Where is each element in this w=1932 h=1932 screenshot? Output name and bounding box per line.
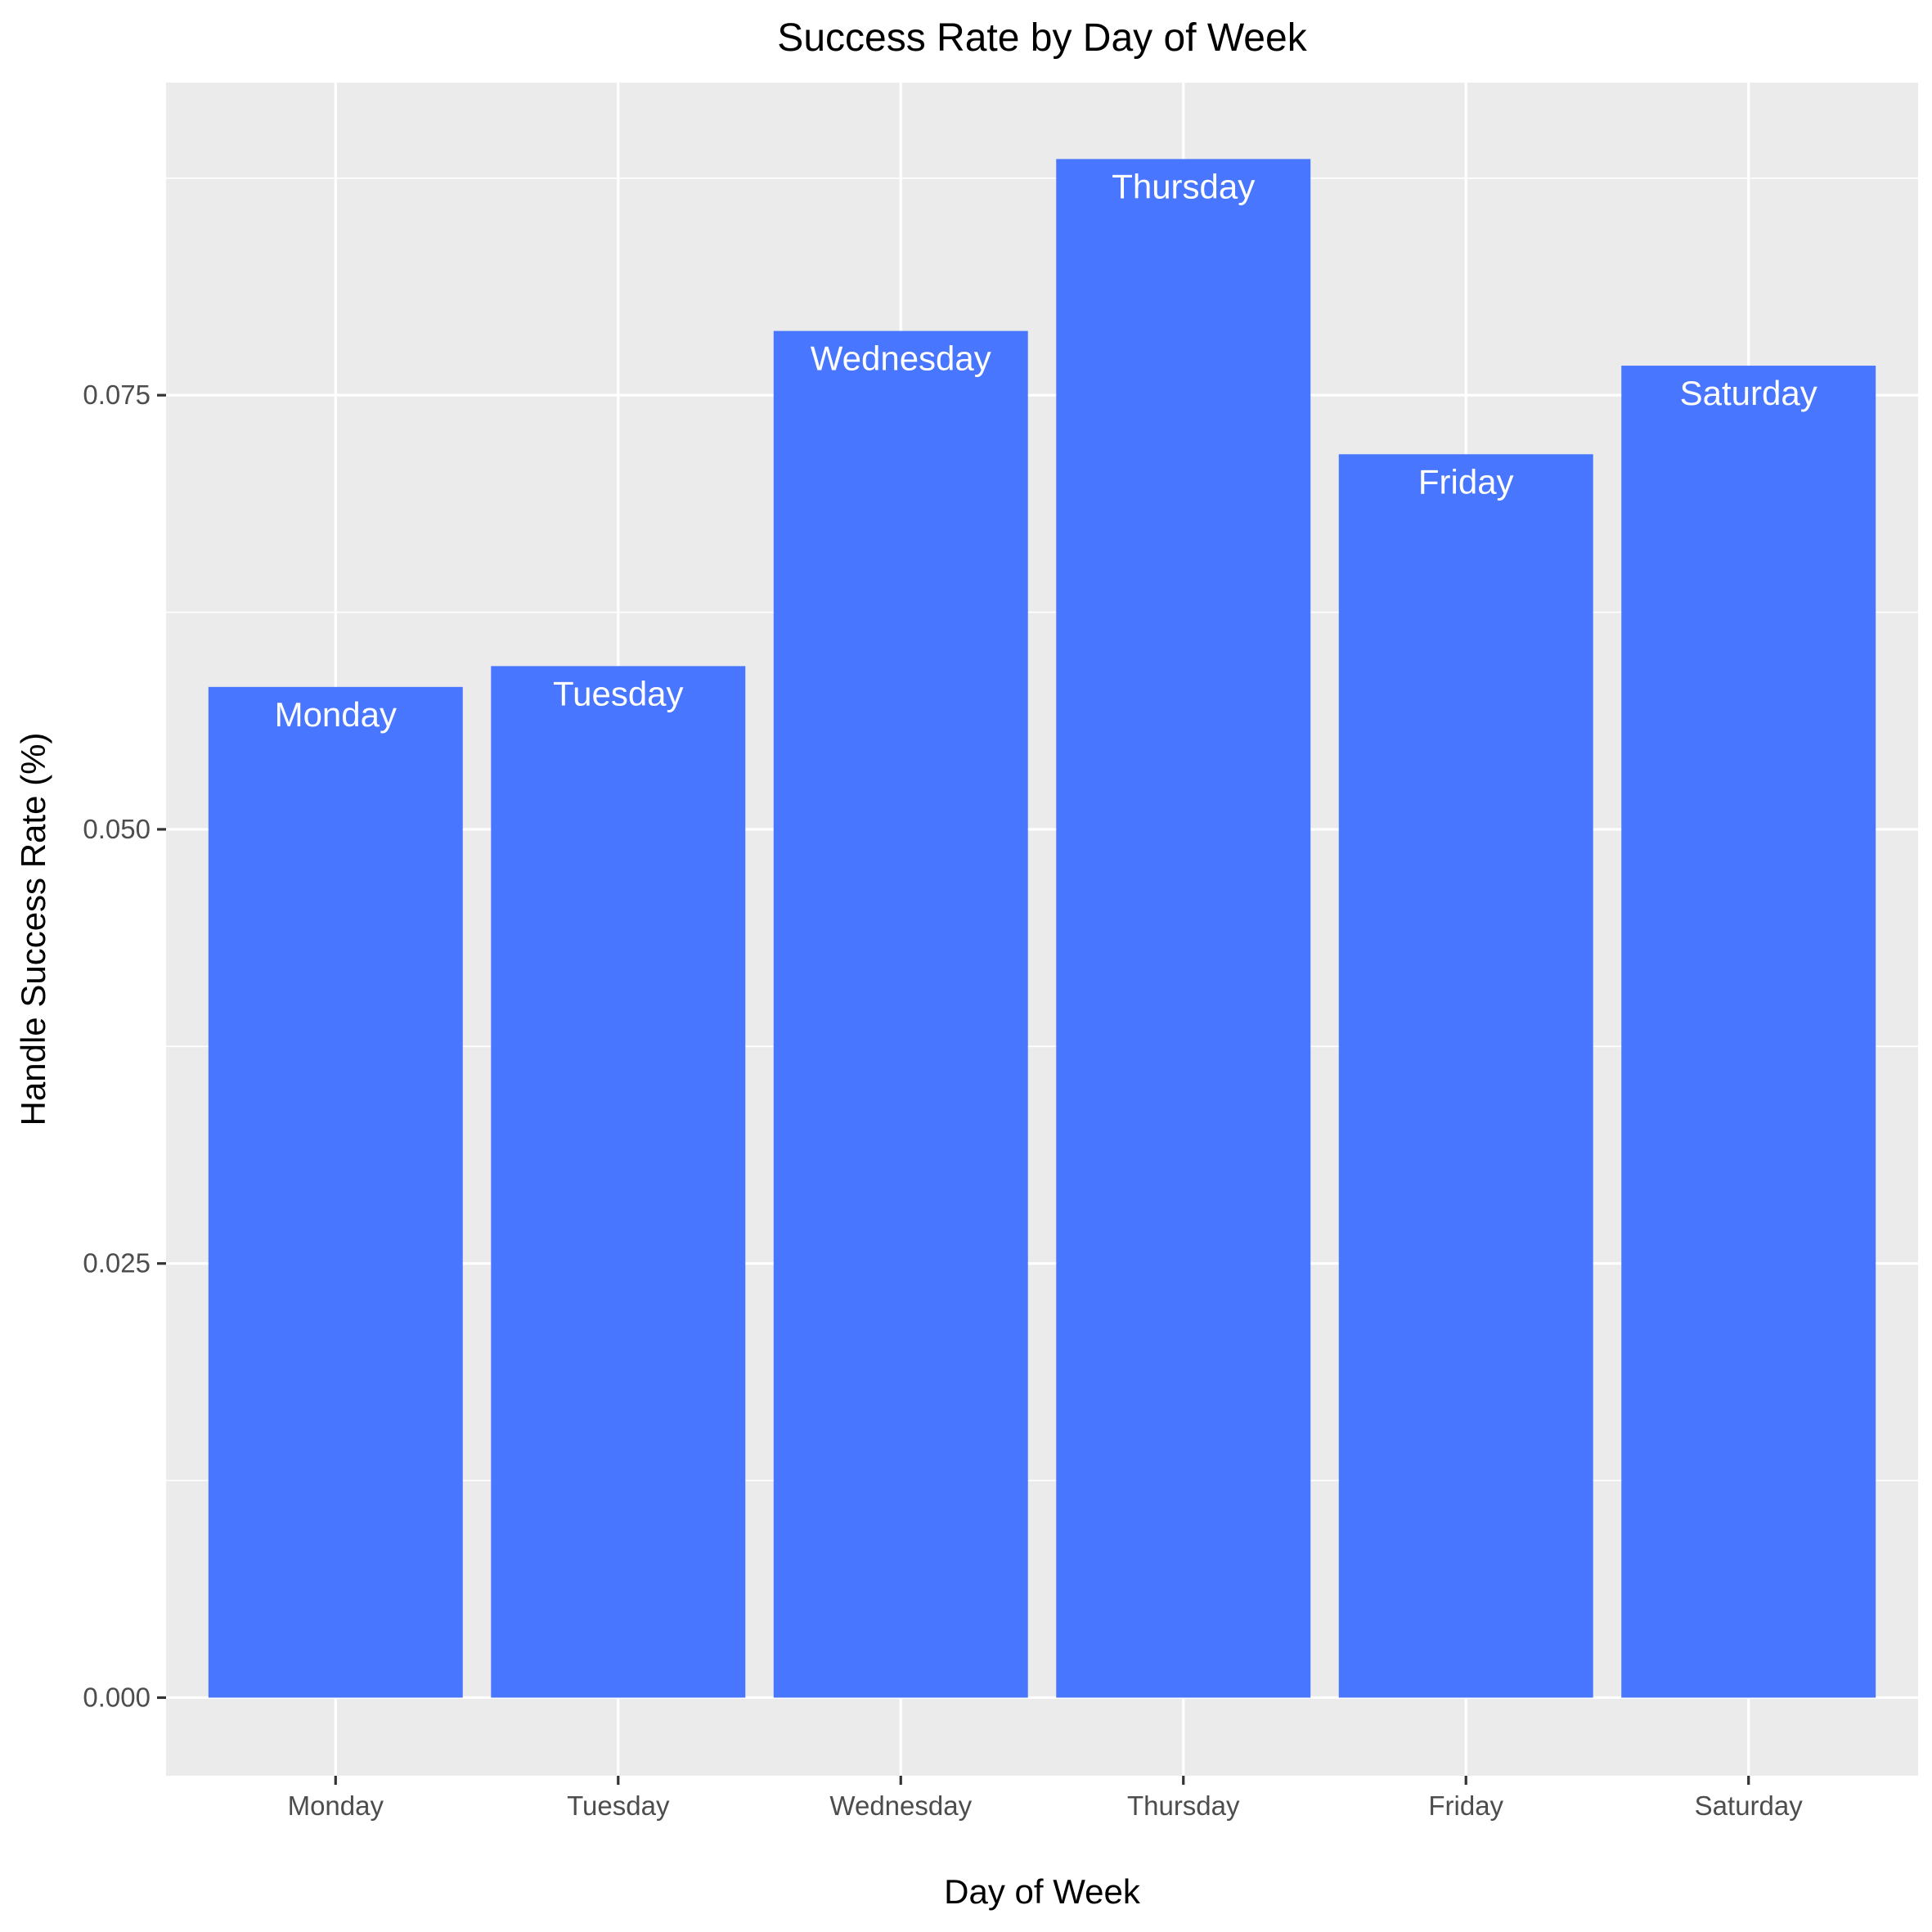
x-tick-label-saturday: Saturday [1695,1790,1804,1821]
bars-group [208,159,1876,1698]
x-axis: Monday Tuesday Wednesday Thursday Friday Satu… [288,1776,1804,1821]
y-tick-label: 0.000 [83,1682,151,1712]
bar-label-wednesday: Wednesday [811,339,991,378]
bar-label-thursday: Thursday [1112,167,1255,205]
x-tick-label-friday: Friday [1428,1790,1503,1821]
bar-friday [1338,454,1593,1698]
y-tick-label: 0.025 [83,1248,151,1278]
bar-label-monday: Monday [275,695,397,734]
y-tick-label: 0.050 [83,814,151,844]
bar-wednesday [773,330,1028,1698]
chart-title: Success Rate by Day of Week [777,16,1307,60]
y-tick-label: 0.075 [83,380,151,410]
bar-label-friday: Friday [1418,462,1514,501]
y-axis: 0.000 0.025 0.050 0.075 [83,380,166,1712]
bar-tuesday [491,666,746,1698]
x-tick-label-tuesday: Tuesday [567,1790,670,1821]
bar-monday [208,686,463,1698]
bar-label-saturday: Saturday [1680,374,1817,412]
x-tick-label-monday: Monday [288,1790,384,1821]
bar-saturday [1621,366,1876,1698]
x-tick-label-wednesday: Wednesday [829,1790,972,1821]
x-tick-label-thursday: Thursday [1127,1790,1240,1821]
bar-label-tuesday: Tuesday [553,674,684,712]
x-axis-title: Day of Week [944,1872,1141,1911]
y-axis-title: Handle Success Rate (%) [14,733,52,1126]
bar-thursday [1056,159,1311,1698]
bar-labels-group: Monday Tuesday Wednesday Thursday Friday Satu… [275,167,1817,733]
